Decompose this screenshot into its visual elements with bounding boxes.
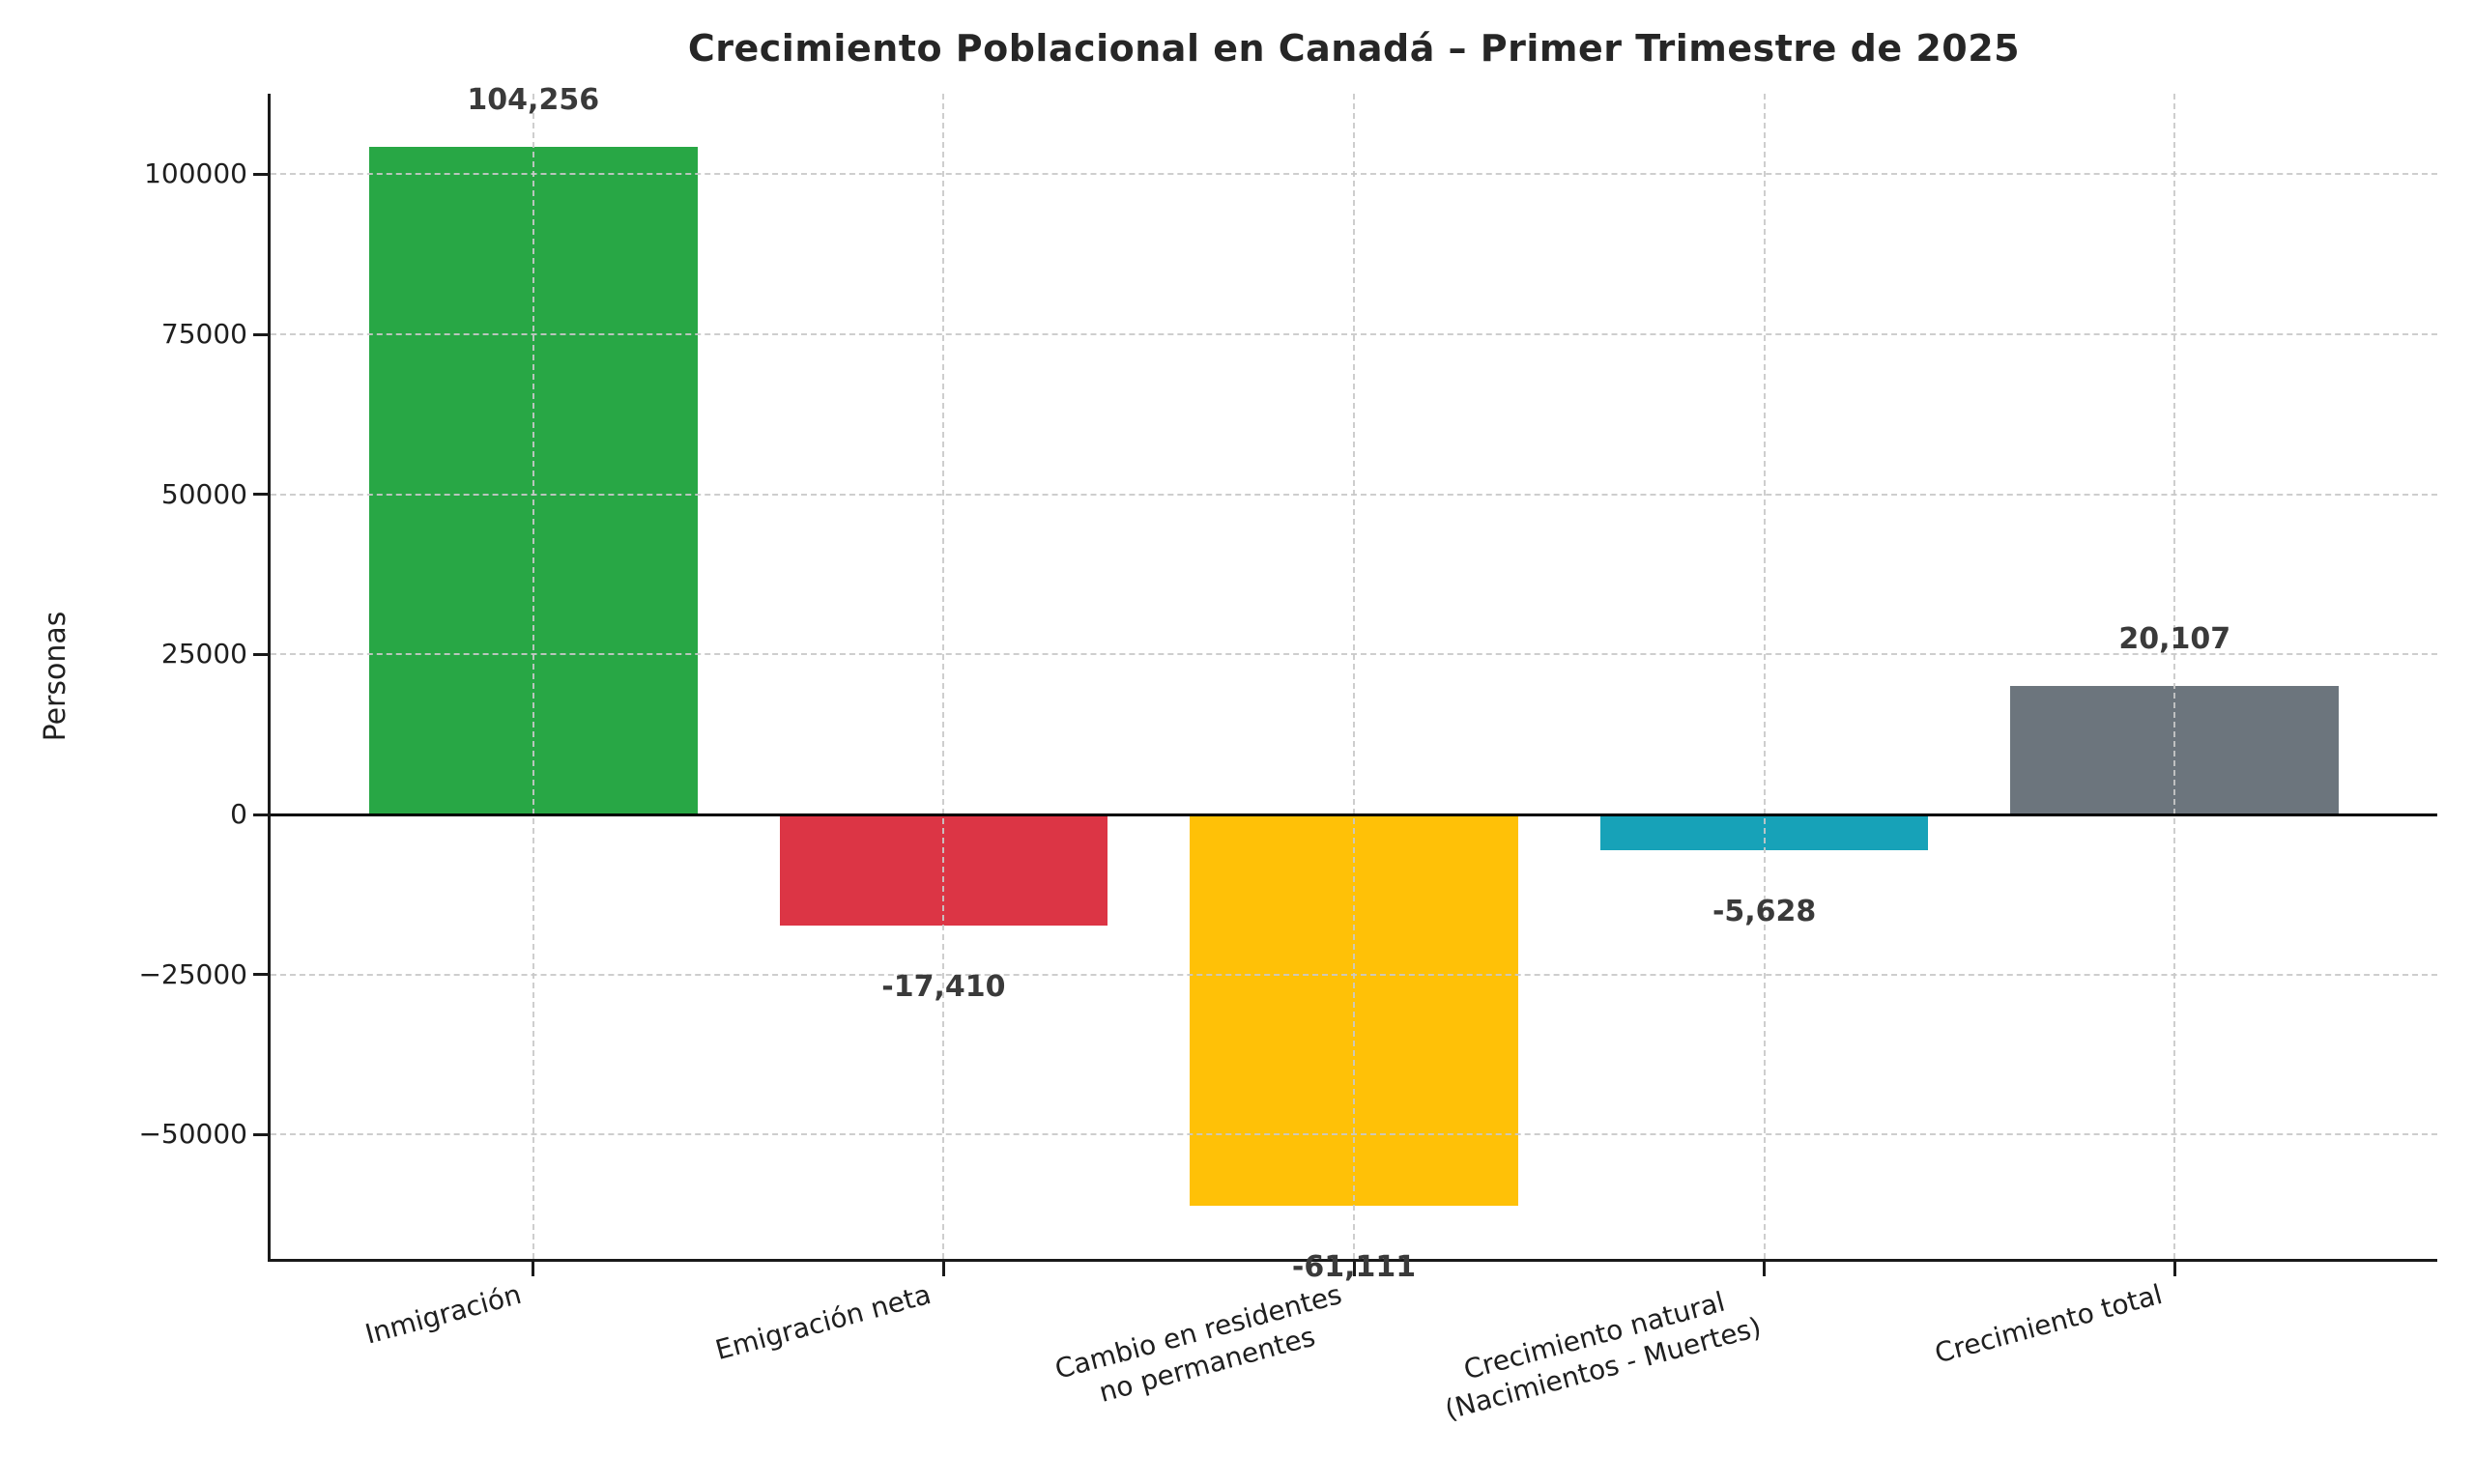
bar-value-label: 20,107: [2118, 621, 2231, 656]
y-tick-label: 100000: [144, 157, 247, 190]
bottom-axis-spine: [268, 1259, 2437, 1262]
x-tick-mark: [1352, 1259, 1356, 1276]
y-tick-mark: [253, 1132, 271, 1136]
grid-line-vertical: [1763, 94, 1766, 1259]
y-tick-mark: [253, 493, 271, 497]
x-tick-mark: [941, 1259, 945, 1276]
grid-line-vertical: [2173, 94, 2176, 1259]
bar-value-label: -17,410: [881, 970, 1006, 1005]
bar-value-label: -5,628: [1712, 895, 1817, 929]
bar-value-label: 104,256: [467, 83, 600, 118]
y-tick-label: 75000: [160, 318, 247, 351]
y-tick-mark: [253, 652, 271, 656]
x-tick-label: Inmigración: [361, 1277, 525, 1351]
x-tick-mark: [1763, 1259, 1767, 1276]
y-tick-label: −25000: [138, 957, 247, 990]
y-tick-mark: [253, 973, 271, 977]
x-tick-label: Cambio en residentes no permanentes: [1051, 1277, 1345, 1409]
y-tick-label: 25000: [160, 638, 247, 671]
zero-axis-line: [271, 813, 2437, 816]
y-tick-label: 50000: [160, 477, 247, 510]
x-tick-label: Crecimiento total: [1931, 1277, 2167, 1370]
y-tick-label: −50000: [138, 1118, 247, 1151]
y-tick-label: 0: [230, 798, 247, 831]
y-tick-mark: [253, 813, 271, 816]
grid-line-vertical: [1353, 94, 1355, 1259]
y-tick-mark: [253, 332, 271, 336]
grid-line-vertical: [532, 94, 534, 1259]
y-tick-mark: [253, 172, 271, 176]
left-axis-spine: [268, 94, 271, 1262]
x-tick-mark: [532, 1259, 535, 1276]
grid-line-vertical: [942, 94, 945, 1259]
x-tick-label: Crecimiento natural (Nacimientos - Muert…: [1441, 1285, 1765, 1426]
x-tick-mark: [2172, 1259, 2176, 1276]
x-tick-label: Emigración neta: [712, 1277, 935, 1367]
chart-title: Crecimiento Poblacional en Canadá – Prim…: [687, 27, 2021, 70]
bar-value-label: -61,111: [1291, 1250, 1417, 1285]
